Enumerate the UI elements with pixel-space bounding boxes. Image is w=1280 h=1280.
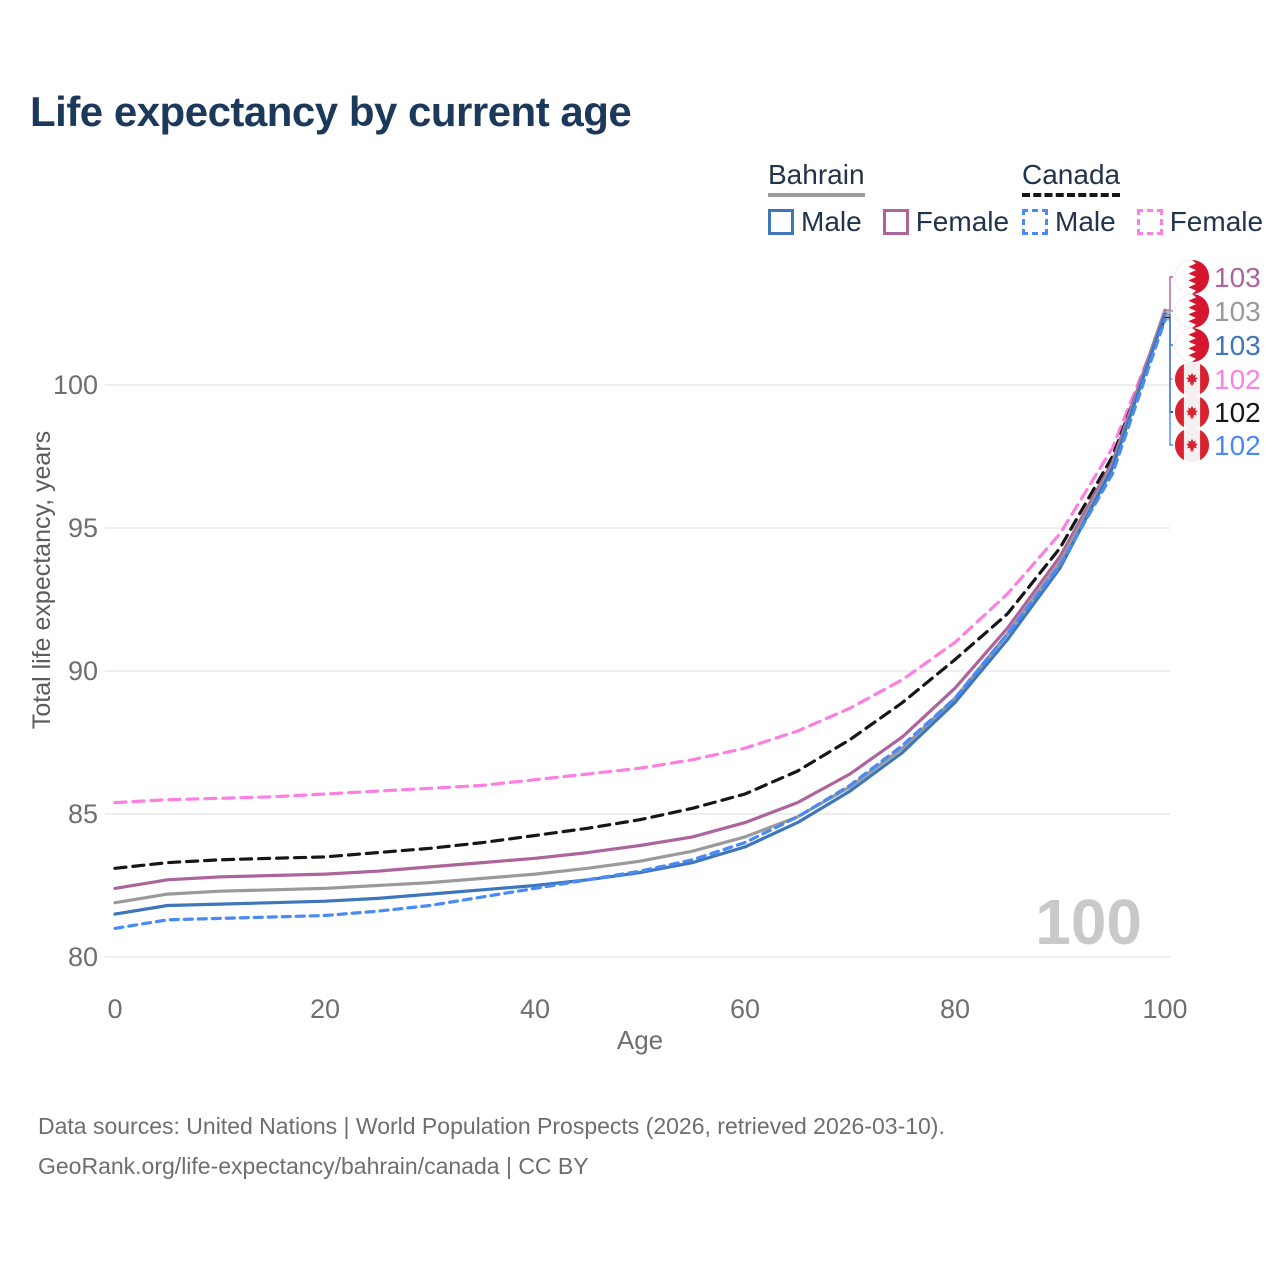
legend-heading-bahrain: Bahrain [768, 160, 865, 197]
canada-flag-icon [1174, 394, 1210, 430]
footer: Data sources: United Nations | World Pop… [38, 1106, 945, 1186]
legend-label-canada-male[interactable]: Male [1055, 206, 1116, 237]
y-tick-label-100: 100 [53, 370, 98, 400]
y-tick-label-95: 95 [68, 513, 98, 543]
legend-swatch-canada-male[interactable] [1022, 209, 1048, 235]
bahrain-flag-icon [1174, 259, 1210, 295]
legend-swatch-bahrain-female[interactable] [882, 209, 909, 235]
canada-flag-icon [1174, 361, 1210, 397]
legend-label-canada-female[interactable]: Female [1169, 206, 1264, 237]
y-tick-label-85: 85 [68, 799, 98, 829]
series-line-canada-female [113, 314, 1167, 805]
y-tick-label-90: 90 [68, 656, 98, 686]
legend-label-bahrain-male[interactable]: Male [801, 206, 862, 237]
leader-line-canada-both [1165, 316, 1173, 413]
x-tick-label-0: 0 [107, 994, 122, 1024]
end-value-label-canada-male: 102 [1214, 430, 1261, 461]
legend-swatch-canada-female[interactable] [1136, 209, 1163, 235]
x-tick-label-20: 20 [310, 994, 340, 1024]
leader-line-bahrain-female [1165, 276, 1173, 311]
watermark-age: 100 [1035, 886, 1142, 958]
legend-heading-canada: Canada [1022, 160, 1121, 197]
leader-line-bahrain-male [1165, 313, 1173, 346]
x-tick-label-60: 60 [730, 994, 760, 1024]
legend-group-canada: Canada Male Female [1022, 160, 1280, 238]
end-value-label-bahrain-female: 103 [1214, 262, 1261, 293]
bahrain-flag-icon [1174, 327, 1210, 363]
legend-label-bahrain-female[interactable]: Female [915, 206, 1010, 237]
series-line-canada-male [113, 318, 1167, 930]
page-title: Life expectancy by current age [30, 88, 632, 135]
footer-data-sources: Data sources: United Nations | World Pop… [38, 1113, 945, 1139]
series-line-bahrain-female [113, 308, 1167, 890]
end-value-label-canada-both: 102 [1214, 397, 1261, 428]
end-value-label-bahrain-both: 103 [1214, 296, 1261, 327]
legend: Bahrain Male Female Canada Male Female [0, 160, 1280, 240]
end-value-label-canada-female: 102 [1214, 364, 1261, 395]
leader-line-bahrain-both [1165, 310, 1173, 313]
series-line-bahrain-male [113, 312, 1167, 916]
bahrain-flag-icon [1174, 293, 1210, 329]
footer-attribution[interactable]: GeoRank.org/life-expectancy/bahrain/cana… [38, 1153, 589, 1179]
x-tick-label-40: 40 [520, 994, 550, 1024]
x-axis-label: Age [617, 1025, 663, 1055]
x-tick-label-80: 80 [940, 994, 970, 1024]
y-tick-label-80: 80 [68, 942, 98, 972]
x-tick-label-100: 100 [1142, 994, 1187, 1024]
series-line-canada-both [113, 315, 1167, 870]
series-line-bahrain-both [113, 310, 1167, 905]
leader-line-canada-female [1165, 315, 1173, 380]
canada-flag-icon [1174, 427, 1210, 463]
legend-group-bahrain: Bahrain Male Female [768, 160, 1030, 238]
legend-swatch-bahrain-male[interactable] [768, 209, 794, 235]
y-axis-label: Total life expectancy, years [28, 431, 56, 729]
end-value-label-bahrain-male: 103 [1214, 330, 1261, 361]
leader-line-canada-male [1165, 319, 1173, 446]
